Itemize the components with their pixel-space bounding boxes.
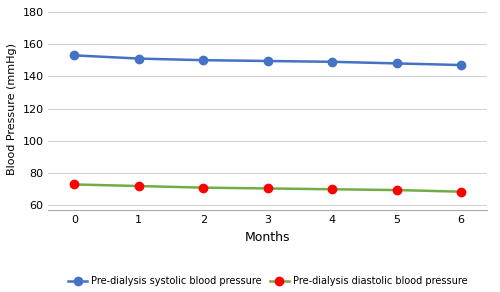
Pre-dialysis diastolic blood pressure: [72, 183, 78, 186]
X-axis label: Months: Months: [245, 231, 290, 244]
Pre-dialysis systolic blood pressure: [394, 62, 400, 65]
Pre-dialysis systolic blood pressure: [72, 54, 78, 57]
Pre-dialysis systolic blood pressure: [136, 57, 142, 60]
Line: Pre-dialysis diastolic blood pressure: Pre-dialysis diastolic blood pressure: [70, 180, 466, 196]
Pre-dialysis systolic blood pressure: [200, 58, 206, 62]
Pre-dialysis systolic blood pressure: [329, 60, 335, 64]
Pre-dialysis systolic blood pressure: [264, 59, 270, 63]
Pre-dialysis systolic blood pressure: [458, 63, 464, 67]
Y-axis label: Blood Pressure (mmHg): Blood Pressure (mmHg): [7, 43, 17, 175]
Legend: Pre-dialysis systolic blood pressure, Pre-dialysis diastolic blood pressure: Pre-dialysis systolic blood pressure, Pr…: [68, 276, 468, 286]
Pre-dialysis diastolic blood pressure: [200, 186, 206, 190]
Pre-dialysis diastolic blood pressure: [264, 187, 270, 190]
Pre-dialysis diastolic blood pressure: [329, 187, 335, 191]
Pre-dialysis diastolic blood pressure: [136, 184, 142, 188]
Pre-dialysis diastolic blood pressure: [394, 188, 400, 192]
Line: Pre-dialysis systolic blood pressure: Pre-dialysis systolic blood pressure: [70, 51, 466, 69]
Pre-dialysis diastolic blood pressure: [458, 190, 464, 193]
